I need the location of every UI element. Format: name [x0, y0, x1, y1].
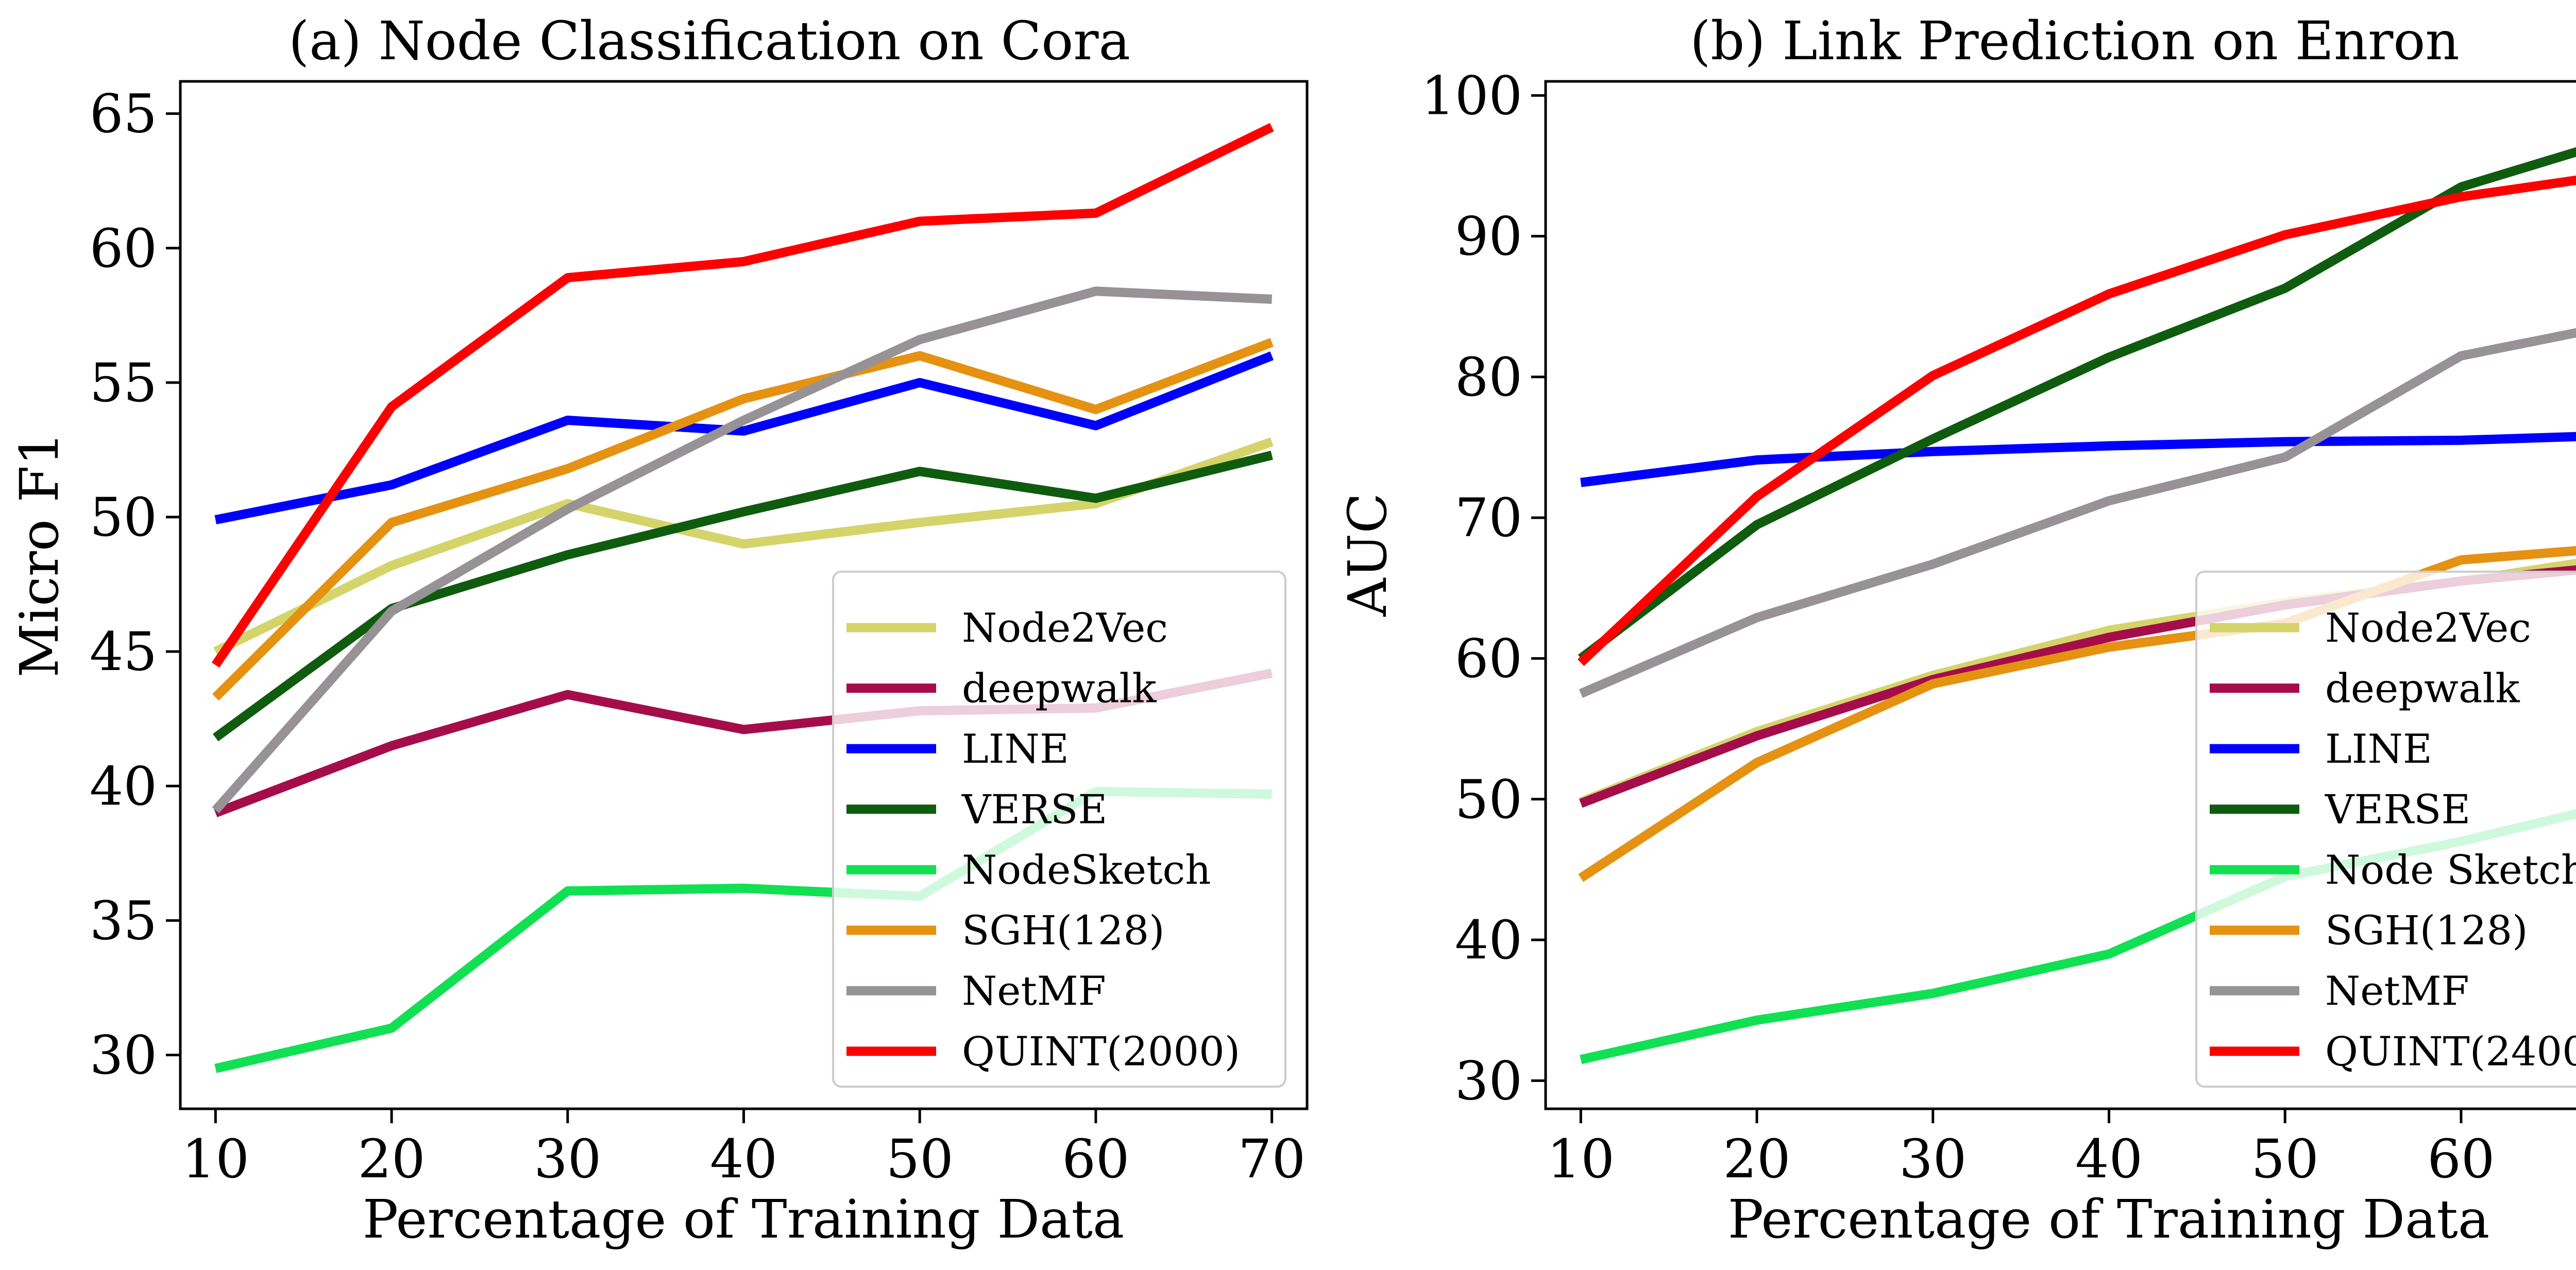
y-tick-label: 30	[1455, 1050, 1522, 1112]
legend-label-netmf: NetMF	[2325, 968, 2469, 1015]
legend-label-quint-2000: QUINT(2000)	[962, 1028, 1240, 1075]
series-line-sgh-128	[1578, 546, 2576, 882]
series-line-sgh-128	[212, 338, 1274, 701]
legend-label-quint-2400: QUINT(2400)	[2325, 1028, 2576, 1075]
y-tick-label: 55	[90, 352, 157, 414]
y-tick-label: 100	[1421, 65, 1522, 127]
x-tick-label: 50	[886, 1128, 954, 1190]
series-line-quint-2400	[1578, 175, 2576, 666]
legend-box	[2195, 571, 2576, 1088]
legend-label-node-sketch: Node Sketch	[2325, 847, 2576, 894]
x-tick-label: 70	[1238, 1128, 1306, 1190]
x-tick-label: 10	[1547, 1128, 1615, 1190]
y-tick-label: 45	[90, 621, 157, 683]
legend-label-verse: VERSE	[961, 786, 1107, 833]
y-tick-label: 60	[90, 218, 157, 280]
legend-label-node2vec: Node2Vec	[962, 605, 1168, 651]
legend-box	[832, 571, 1286, 1088]
legend-label-line: LINE	[962, 726, 1069, 773]
legend-label-netmf: NetMF	[962, 968, 1106, 1015]
x-tick-label: 40	[710, 1128, 777, 1190]
x-tick-label: 30	[1899, 1128, 1967, 1190]
chart-title-a: (a) Node Classification on Cora	[289, 10, 1130, 72]
panel-link-prediction: (b) Link Prediction on Enron Percentage …	[1337, 10, 2576, 1250]
series-line-line	[214, 351, 1274, 525]
series-line-node2vec	[213, 437, 1274, 656]
x-tick-label: 20	[1723, 1128, 1791, 1190]
y-tick-label: 70	[1455, 487, 1522, 549]
y-tick-label: 40	[1455, 909, 1522, 971]
legend-label-line: LINE	[2325, 726, 2432, 773]
legend-label-deepwalk: deepwalk	[2325, 665, 2520, 712]
x-tick-label: 40	[2075, 1128, 2143, 1190]
legend-label-sgh-128: SGH(128)	[962, 907, 1165, 954]
x-axis-label-a: Percentage of Training Data	[363, 1189, 1125, 1250]
y-tick-label: 35	[90, 890, 157, 952]
y-tick-label: 65	[90, 83, 157, 145]
series-line-quint-2000	[211, 123, 1274, 668]
legend-label-nodesketch: NodeSketch	[962, 847, 1211, 894]
legend: Node2Vec deepwalk LINE VERSE Node Sketch SGH(…	[2195, 571, 2576, 1088]
legend-label-node2vec: Node2Vec	[2325, 605, 2531, 651]
y-tick-label: 40	[90, 756, 157, 817]
x-tick-label: 20	[358, 1128, 426, 1190]
panel-node-classification: (a) Node Classification on Cora Percenta…	[9, 10, 1309, 1250]
series-line-line	[1580, 432, 2576, 487]
y-tick-label: 50	[1455, 769, 1522, 831]
series-line-netmf	[212, 286, 1273, 814]
x-tick-label: 30	[534, 1128, 601, 1190]
series-line-verse	[1578, 147, 2576, 662]
y-axis-label-a: Micro F1	[9, 432, 71, 677]
x-tick-label: 60	[1062, 1128, 1129, 1190]
y-tick-label: 90	[1455, 206, 1522, 268]
y-tick-label: 30	[90, 1025, 157, 1087]
y-tick-label: 60	[1455, 628, 1522, 690]
x-tick-label: 50	[2251, 1128, 2319, 1190]
y-tick-label: 50	[90, 487, 157, 548]
legend: Node2Vec deepwalk LINE VERSE NodeSketch SGH(1…	[832, 571, 1286, 1088]
y-axis-label-b: AUC	[1337, 493, 1399, 617]
x-tick-label: 10	[182, 1128, 249, 1190]
chart-title-b: (b) Link Prediction on Enron	[1690, 10, 2460, 72]
x-tick-label: 60	[2427, 1128, 2495, 1190]
legend-label-sgh-128: SGH(128)	[2325, 907, 2528, 954]
x-axis-label-b: Percentage of Training Data	[1728, 1189, 2490, 1250]
y-tick-label: 80	[1455, 347, 1522, 408]
legend-label-verse: VERSE	[2325, 786, 2470, 833]
legend-label-deepwalk: deepwalk	[962, 665, 1157, 712]
series-line-netmf	[1579, 328, 2576, 698]
